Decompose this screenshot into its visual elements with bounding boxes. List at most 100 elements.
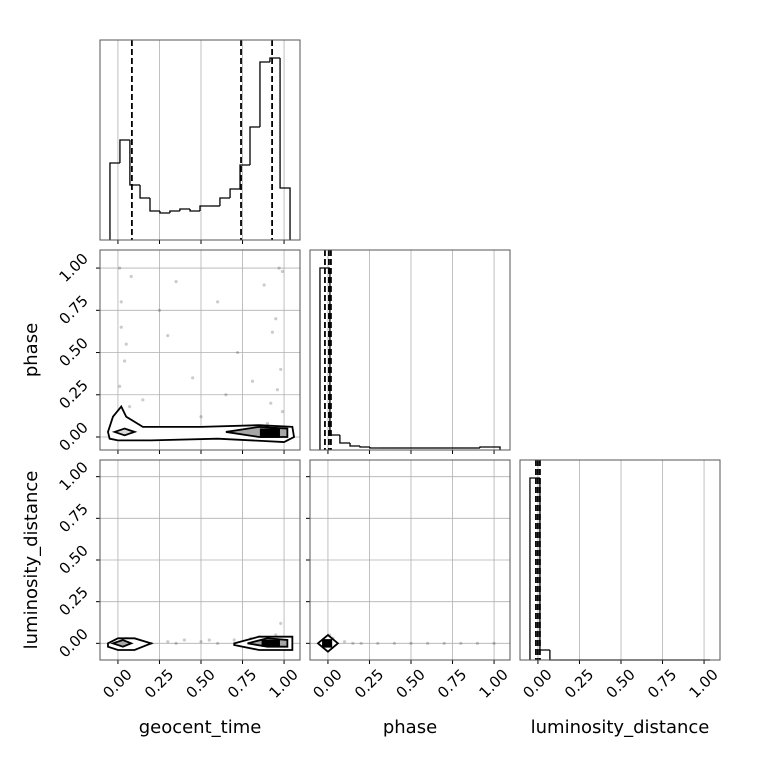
y-tick-label: 1.00 <box>55 458 91 494</box>
scatter-point <box>127 404 132 409</box>
contour <box>261 639 280 647</box>
histogram-bin <box>549 650 561 661</box>
panel-frame <box>519 459 721 661</box>
scatter-point <box>279 367 283 372</box>
contour <box>111 427 138 437</box>
x-tick-label: 1.00 <box>476 665 512 701</box>
scatter-point <box>279 621 283 625</box>
scatter-point <box>141 398 145 402</box>
histogram-bin <box>239 164 250 189</box>
scatter-point <box>129 274 133 279</box>
scatter-point <box>166 334 170 338</box>
histogram-bin <box>490 446 501 450</box>
x-axis-label: geocent_time <box>139 717 262 738</box>
scatter-point <box>492 641 496 645</box>
x-tick-label: 1.00 <box>686 665 722 701</box>
scatter-point <box>426 641 430 645</box>
scatter-point <box>280 269 284 274</box>
scatter-point <box>232 638 236 642</box>
x-tick-label: 0.75 <box>434 665 470 701</box>
histogram-bin <box>359 446 370 448</box>
histogram-bin <box>139 185 150 199</box>
x-tick-label: 0.50 <box>602 665 638 701</box>
histogram-bin <box>159 211 170 214</box>
contour <box>322 639 333 648</box>
y-tick-label: 0.50 <box>55 334 91 370</box>
scatter-point <box>275 388 280 392</box>
scatter-point <box>182 638 186 642</box>
scatter-point <box>277 266 281 270</box>
y-axis-label: luminosity_distance <box>21 471 42 650</box>
scatter-point <box>250 379 255 383</box>
scatter-point <box>118 266 122 270</box>
scatter-point <box>166 640 170 644</box>
scatter-point <box>342 640 347 644</box>
histogram-bin <box>229 188 241 198</box>
x-tick-label: 0.75 <box>224 665 260 701</box>
histogram-bin <box>219 197 231 206</box>
scatter-point <box>224 393 228 397</box>
y-tick-label: 0.00 <box>55 625 91 661</box>
histogram-bin <box>319 267 330 450</box>
scatter-point <box>119 300 123 304</box>
scatter-point <box>376 641 380 645</box>
histogram-bin <box>249 126 260 165</box>
histogram-bin <box>199 205 210 211</box>
histogram-bin <box>129 140 141 186</box>
scatter-point <box>269 401 273 405</box>
y-tick-label: 0.75 <box>55 292 91 328</box>
scatter-point <box>265 421 270 426</box>
x-tick-label: 0.25 <box>141 665 177 701</box>
scatter-point <box>280 410 284 414</box>
scatter-point <box>199 415 203 419</box>
histogram-bin <box>169 210 180 213</box>
panel-frame <box>99 39 301 241</box>
scatter-point <box>262 283 266 287</box>
scatter-point <box>274 317 278 321</box>
y-tick-label: 0.25 <box>55 376 91 412</box>
scatter-point <box>270 330 275 334</box>
scatter-point <box>119 325 123 329</box>
scatter-point <box>207 638 211 642</box>
scatter-point <box>199 640 203 644</box>
x-tick-label: 0.50 <box>392 665 428 701</box>
x-tick-label: 0.00 <box>99 665 135 701</box>
histogram-bin <box>479 446 491 448</box>
scatter-point <box>191 376 195 380</box>
scatter-point <box>409 641 413 645</box>
x-axis-label: luminosity_distance <box>531 717 710 738</box>
scatter-point <box>392 641 396 645</box>
histogram-bin <box>329 268 340 436</box>
histogram-bin <box>269 57 281 62</box>
histogram-bin <box>279 58 291 240</box>
contour <box>259 428 280 438</box>
histogram-bin <box>539 478 550 651</box>
y-tick-label: 0.75 <box>55 500 91 536</box>
histogram-bin <box>179 208 191 211</box>
scatter-point <box>124 342 128 346</box>
histogram-bin <box>259 61 270 127</box>
x-tick-label: 1.00 <box>266 665 302 701</box>
x-tick-label: 0.75 <box>644 665 680 701</box>
x-tick-label: 0.25 <box>351 665 387 701</box>
x-axis-label: phase <box>383 717 437 738</box>
histogram-bin <box>119 139 130 163</box>
scatter-point <box>174 279 178 284</box>
scatter-point <box>118 384 122 388</box>
panel-frame <box>309 459 511 661</box>
scatter-point <box>475 641 480 645</box>
histogram-bin <box>339 435 351 444</box>
scatter-point <box>122 359 127 363</box>
x-tick-label: 0.25 <box>561 665 597 701</box>
scatter-point <box>216 641 220 645</box>
contour <box>110 639 134 648</box>
x-tick-label: 0.50 <box>182 665 218 701</box>
histogram-bin <box>369 447 380 449</box>
histogram-bin <box>349 443 360 447</box>
scatter-point <box>157 308 162 312</box>
histogram-bin <box>109 162 120 240</box>
y-tick-label: 0.00 <box>55 418 91 454</box>
scatter-point <box>216 300 220 304</box>
scatter-point <box>174 641 178 645</box>
